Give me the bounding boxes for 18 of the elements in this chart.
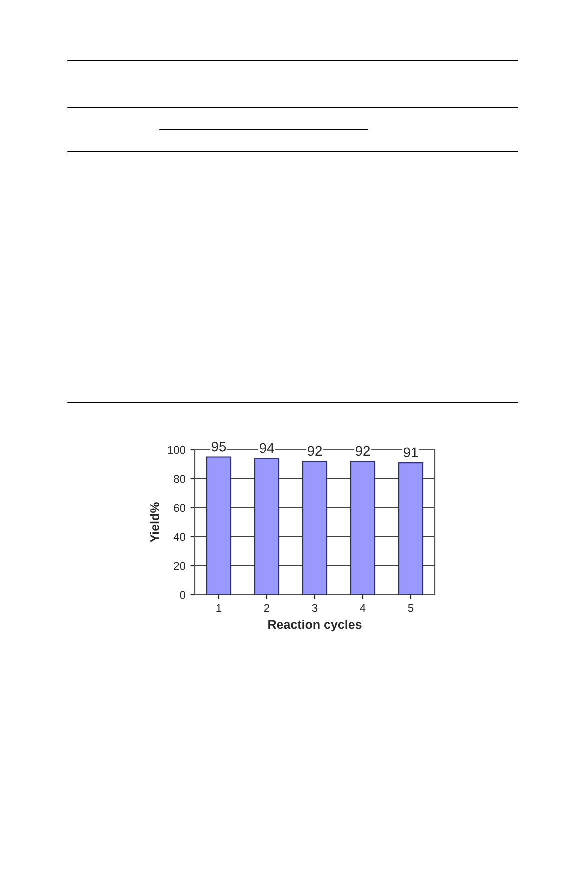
y-tick-label: 40 xyxy=(174,533,186,542)
data-label: 92 xyxy=(308,446,322,456)
data-label: 91 xyxy=(404,448,418,458)
x-tick-label: 2 xyxy=(264,604,270,612)
data-label: 92 xyxy=(356,446,370,456)
x-tick-label: 3 xyxy=(312,604,318,612)
y-tick-label: 60 xyxy=(174,504,186,512)
y-tick-label: 80 xyxy=(174,475,186,484)
y-tick-label: 100 xyxy=(168,446,186,454)
data-label: 94 xyxy=(260,443,274,454)
y-axis-title: Yield% xyxy=(150,502,160,543)
x-axis-title: Reaction cycles xyxy=(268,620,362,632)
x-tick-label: 5 xyxy=(408,604,414,612)
data-label: 95 xyxy=(212,442,226,452)
x-tick-label: 4 xyxy=(360,604,366,612)
x-tick-label: 1 xyxy=(216,604,222,612)
y-tick-label: 0 xyxy=(180,591,186,600)
y-tick-label: 20 xyxy=(174,562,186,570)
